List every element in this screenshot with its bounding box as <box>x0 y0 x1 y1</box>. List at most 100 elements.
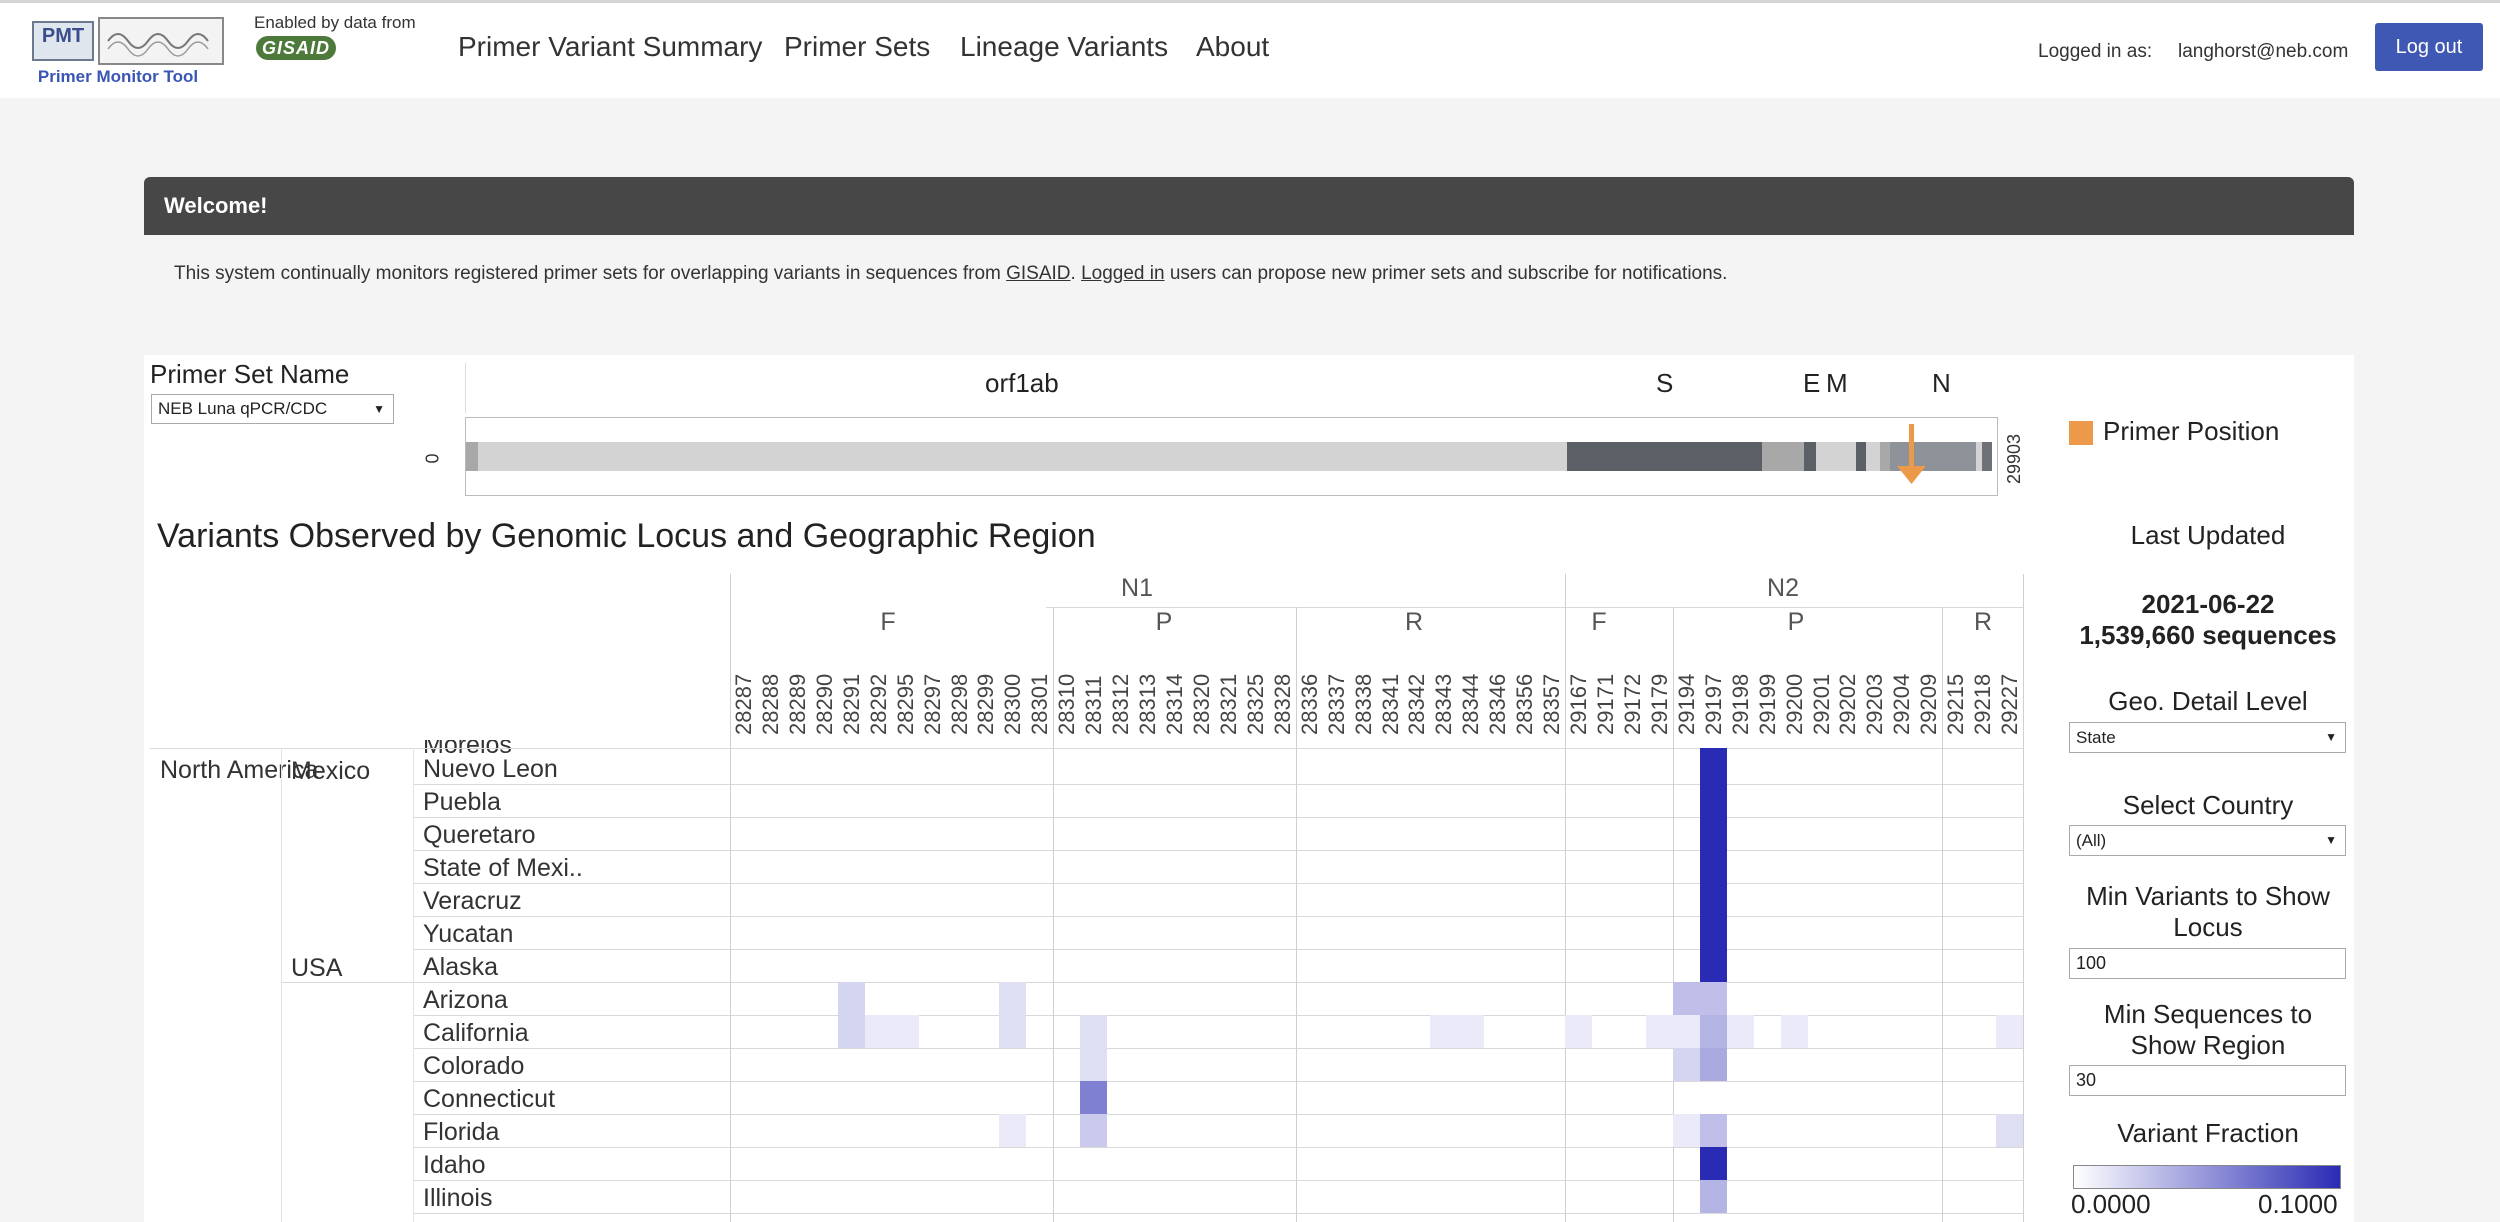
heatmap-cell[interactable] <box>1699 784 1727 817</box>
heatmap-cell[interactable] <box>1780 1015 1808 1048</box>
chevron-down-icon: ▼ <box>373 402 385 416</box>
country-value: (All) <box>2076 831 2107 850</box>
region-row-label[interactable]: Yucatan <box>423 920 514 948</box>
locus-label-29194: 29194 <box>1673 673 1699 735</box>
locus-label-29167: 29167 <box>1566 673 1592 735</box>
last-updated-date: 2021-06-22 <box>2141 589 2275 619</box>
heatmap-cell[interactable] <box>1996 1114 2023 1147</box>
genome-segment-e <box>1804 442 1816 471</box>
row-divider <box>413 1114 2023 1115</box>
heatmap-cell[interactable] <box>1996 1015 2023 1048</box>
heatmap-cell[interactable] <box>837 1015 865 1048</box>
min-sequences-input[interactable]: 30 <box>2069 1065 2346 1096</box>
heatmap-cell[interactable] <box>999 1015 1027 1048</box>
locus-label-28343: 28343 <box>1431 673 1457 735</box>
nav-primer-sets[interactable]: Primer Sets <box>784 31 931 62</box>
heatmap-cell[interactable] <box>1080 1114 1108 1147</box>
region-row-label[interactable]: Veracruz <box>423 887 522 915</box>
n2-probe: P <box>1787 608 1805 636</box>
region-row-label[interactable]: State of Mexi.. <box>423 854 583 882</box>
heatmap-cell[interactable] <box>1672 1048 1700 1081</box>
heatmap-cell[interactable] <box>1430 1015 1458 1048</box>
region-row-label[interactable]: Puebla <box>423 788 501 816</box>
heatmap-cell[interactable] <box>1672 1015 1700 1048</box>
group-divider <box>2023 574 2024 1222</box>
heatmap-cell[interactable] <box>864 1015 892 1048</box>
primer-set-select[interactable]: NEB Luna qPCR/CDC ▼ <box>151 394 394 424</box>
genome-segment <box>1976 442 1982 471</box>
region-row-label[interactable]: Florida <box>423 1118 500 1146</box>
heatmap-cell[interactable] <box>1699 1147 1727 1180</box>
region-row-label[interactable]: Illinois <box>423 1184 493 1212</box>
logout-button[interactable]: Log out <box>2375 23 2483 71</box>
heatmap-cell[interactable] <box>1565 1015 1592 1048</box>
nav-lineage-variants[interactable]: Lineage Variants <box>960 31 1169 62</box>
region-row-label[interactable]: Queretaro <box>423 821 536 849</box>
gene-label-m: M <box>1826 368 1848 398</box>
heatmap-cell[interactable] <box>1457 1015 1485 1048</box>
heatmap-cell[interactable] <box>1726 1015 1754 1048</box>
heatmap-cell[interactable] <box>1699 949 1727 982</box>
heatmap-cell[interactable] <box>1699 817 1727 850</box>
gene-label-orf1ab: orf1ab <box>985 368 1059 398</box>
primer-position-label: Primer Position <box>2103 416 2280 446</box>
heatmap-cell[interactable] <box>1080 1048 1108 1081</box>
heatmap-cell[interactable] <box>1699 1180 1727 1213</box>
region-row-label[interactable]: Colorado <box>423 1052 525 1080</box>
heatmap-cell[interactable] <box>1699 850 1727 883</box>
region-partial: Morelos <box>423 740 512 754</box>
locus-label-28311: 28311 <box>1081 675 1107 735</box>
gisaid-logo[interactable]: GISAID <box>256 36 336 60</box>
region-row-label[interactable]: Idaho <box>423 1151 486 1179</box>
locus-label-28290: 28290 <box>811 673 837 735</box>
heatmap-cell[interactable] <box>1080 1015 1108 1048</box>
locus-label-28341: 28341 <box>1377 673 1403 735</box>
heatmap-cell[interactable] <box>1672 1114 1700 1147</box>
variant-fraction-gradient <box>2073 1165 2341 1189</box>
row-divider <box>413 949 2023 950</box>
genome-segment <box>1816 442 1820 471</box>
heatmap-cell[interactable] <box>999 982 1027 1015</box>
min-variants-input[interactable]: 100 <box>2069 948 2346 979</box>
row-divider <box>413 1180 2023 1181</box>
gisaid-link[interactable]: GISAID <box>1006 263 1071 284</box>
heatmap-cell[interactable] <box>1699 1114 1727 1147</box>
heatmap-cell[interactable] <box>1699 1015 1727 1048</box>
heatmap-cell[interactable] <box>1645 1015 1673 1048</box>
primer-group-n1: N1 <box>1121 574 1153 602</box>
heatmap-cell[interactable] <box>1699 751 1727 784</box>
pmt-logo[interactable]: PMT Primer Monitor Tool <box>18 11 224 89</box>
heatmap-cell[interactable] <box>1672 982 1700 1015</box>
logged-in-link[interactable]: Logged in <box>1081 263 1165 284</box>
heatmap-cell[interactable] <box>1699 1048 1727 1081</box>
region-row-label[interactable]: Alaska <box>423 953 499 981</box>
region-row-label[interactable]: Arizona <box>423 986 508 1014</box>
locus-label-29179: 29179 <box>1646 673 1672 735</box>
heatmap-cell[interactable] <box>891 1015 919 1048</box>
nav-about[interactable]: About <box>1196 31 1270 62</box>
heatmap-cell[interactable] <box>837 982 865 1015</box>
geo-detail-select[interactable]: State ▼ <box>2069 722 2346 753</box>
variant-fraction-label: Variant Fraction <box>2117 1118 2299 1148</box>
country-select[interactable]: (All) ▼ <box>2069 825 2346 856</box>
last-updated-label: Last Updated <box>2130 520 2286 550</box>
heatmap-cell[interactable] <box>1699 748 1727 752</box>
row-divider <box>413 850 2023 851</box>
nav-primer-variant-summary[interactable]: Primer Variant Summary <box>458 31 763 62</box>
heatmap-cell[interactable] <box>1080 1081 1108 1114</box>
locus-label-28301: 28301 <box>1027 673 1053 735</box>
region-row-label[interactable]: Connecticut <box>423 1085 556 1113</box>
heatmap-cell[interactable] <box>1699 883 1727 916</box>
region-row-label[interactable]: Nuevo Leon <box>423 755 558 783</box>
geo-detail-value: State <box>2076 728 2116 747</box>
heatmap-cell[interactable] <box>999 1114 1027 1147</box>
region-row-label[interactable]: California <box>423 1019 529 1047</box>
heatmap-cell[interactable] <box>1699 982 1727 1015</box>
dashboard-panel <box>144 355 2354 1222</box>
chevron-down-icon: ▼ <box>2325 730 2337 744</box>
genome-segment <box>1856 442 1866 471</box>
primer-set-selected: NEB Luna qPCR/CDC <box>158 399 328 418</box>
n2-reverse: R <box>1973 608 1993 636</box>
locus-label-29201: 29201 <box>1808 673 1834 735</box>
heatmap-cell[interactable] <box>1699 916 1727 949</box>
